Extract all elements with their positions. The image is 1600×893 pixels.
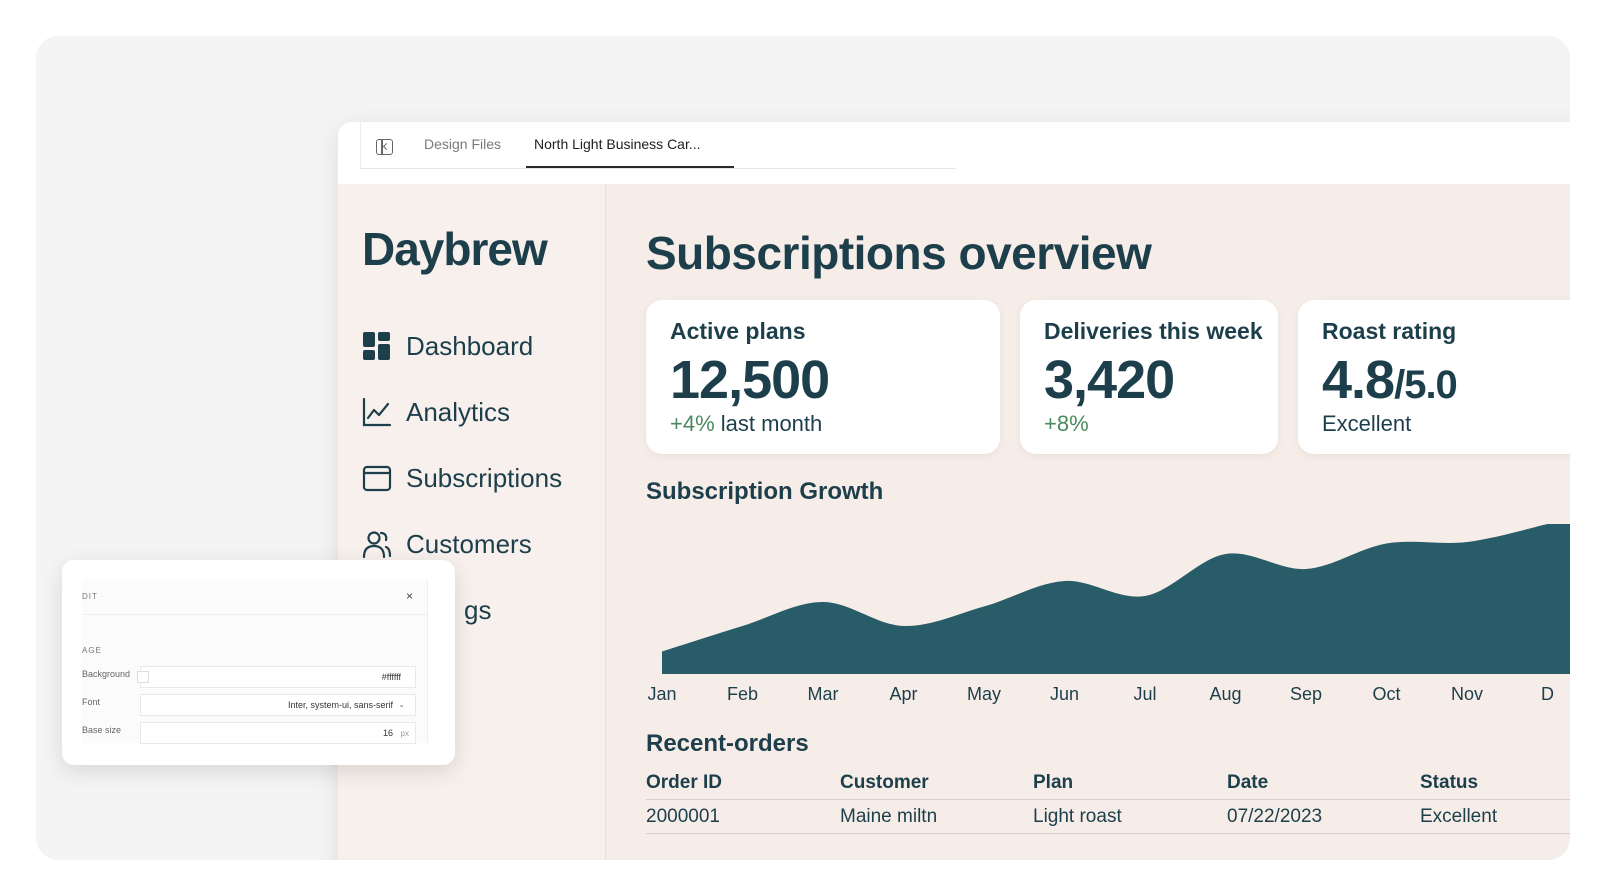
field-label-font: Font <box>82 697 101 707</box>
sidebar-item-dashboard[interactable]: Dashboard <box>362 326 533 366</box>
stat-subtext: Excellent <box>1322 411 1412 436</box>
x-tick-label: Mar <box>807 684 839 704</box>
stat-label: Active plans <box>670 318 806 344</box>
field-label-base-size: Base size <box>82 725 122 735</box>
tab-design-files[interactable]: Design Files <box>424 136 502 152</box>
background-color-field[interactable]: #ffffff <box>137 666 416 688</box>
font-select[interactable]: Inter, system-ui, sans-serif ⌄ <box>140 694 416 716</box>
chart-title: Subscription Growth <box>646 478 884 505</box>
chevron-down-icon: ⌄ <box>398 700 405 709</box>
sidebar-item-label: gs <box>464 594 492 625</box>
analytics-icon <box>362 397 392 427</box>
panel-toggle-icon[interactable] <box>376 139 393 155</box>
orders-title: Recent-orders <box>646 730 809 757</box>
stat-label: Roast rating <box>1322 318 1457 344</box>
sidebar-item-label: Dashboard <box>406 330 534 361</box>
x-tick-label: Apr <box>889 684 918 704</box>
tab-strip <box>360 122 956 169</box>
x-tick-label: Jul <box>1133 684 1157 704</box>
close-icon[interactable]: × <box>405 589 413 603</box>
dashboard-icon <box>362 331 392 361</box>
stat-card-roast-rating: Roast rating 4.8/5.0 Excellent <box>1298 300 1570 454</box>
column-header-status[interactable]: Status <box>1420 772 1479 793</box>
table-row[interactable]: 2000001 Maine miltn Light roast 07/22/20… <box>646 800 1570 834</box>
sidebar-item-label: Customers <box>406 528 532 559</box>
x-tick-label: D <box>1541 684 1554 704</box>
stat-value: 12,500 <box>670 350 830 410</box>
stat-value: 3,420 <box>1044 350 1175 410</box>
edit-panel-header: DIT × <box>82 580 427 615</box>
cell-status: Excellent <box>1420 806 1498 827</box>
stat-value: 4.8/5.0 <box>1322 350 1458 410</box>
main-content: Subscriptions overview Active plans 12,5… <box>606 184 1570 860</box>
dashboard-app: Daybrew Dashboard Analytics <box>338 184 1570 860</box>
x-tick-label: Aug <box>1209 684 1242 704</box>
sidebar-item-label: Subscriptions <box>406 462 563 493</box>
active-tab-indicator <box>526 166 734 168</box>
sidebar-item-customers[interactable]: Customers <box>362 524 532 564</box>
x-tick-label: Jun <box>1049 684 1080 704</box>
edit-panel-title: DIT <box>82 592 98 601</box>
cell-plan: Light roast <box>1033 806 1122 827</box>
app-window: Design Files North Light Business Car...… <box>338 122 1570 860</box>
edit-panel-body: DIT × AGE Background #ffffff Font Inter,… <box>82 580 428 744</box>
stat-card-active-plans: Active plans 12,500 +4% last month <box>646 300 1000 454</box>
column-header-plan[interactable]: Plan <box>1033 772 1074 793</box>
subscriptions-icon <box>362 463 392 493</box>
table-header: Order ID Customer Plan Date Status <box>646 766 1570 800</box>
column-header-date[interactable]: Date <box>1227 772 1269 793</box>
tab-north-light[interactable]: North Light Business Car... <box>534 136 701 152</box>
sidebar-item-subscriptions[interactable]: Subscriptions <box>362 458 562 498</box>
edit-section-label: AGE <box>82 646 102 655</box>
column-header-customer[interactable]: Customer <box>840 772 929 793</box>
stat-label: Deliveries this week <box>1044 318 1263 344</box>
stat-subtext: +4% last month <box>670 411 823 436</box>
customers-icon <box>362 529 392 559</box>
sidebar-item-label: Analytics <box>406 396 511 427</box>
field-label-background: Background <box>82 669 131 679</box>
sidebar-item-analytics[interactable]: Analytics <box>362 392 510 432</box>
canvas-stage: Design Files North Light Business Car...… <box>36 36 1570 860</box>
stat-card-deliveries: Deliveries this week 3,420 +8% <box>1020 300 1278 454</box>
stat-subtext: +8% <box>1044 411 1089 436</box>
cell-order-id: 2000001 <box>646 806 720 827</box>
x-tick-label: Nov <box>1450 684 1484 704</box>
x-tick-label: Oct <box>1372 684 1401 704</box>
x-tick-label: May <box>966 684 1002 704</box>
brand-logo: Daybrew <box>362 223 548 275</box>
page-title: Subscriptions overview <box>646 227 1152 279</box>
x-tick-label: Jan <box>647 684 677 704</box>
base-size-input[interactable]: 16 px <box>140 722 416 744</box>
x-tick-label: Feb <box>726 684 759 704</box>
color-swatch[interactable] <box>137 671 149 683</box>
subscription-growth-chart <box>662 524 1570 674</box>
sidebar-item-settings[interactable]: gs <box>362 590 491 630</box>
column-header-order-id[interactable]: Order ID <box>646 772 723 793</box>
growth-area-series <box>662 524 1570 674</box>
tab-bar: Design Files North Light Business Car... <box>338 122 1570 184</box>
edit-page-panel: DIT × AGE Background #ffffff Font Inter,… <box>62 560 455 765</box>
cell-customer: Maine miltn <box>840 806 938 827</box>
x-tick-label: Sep <box>1289 684 1323 704</box>
cell-date: 07/22/2023 <box>1227 806 1323 827</box>
